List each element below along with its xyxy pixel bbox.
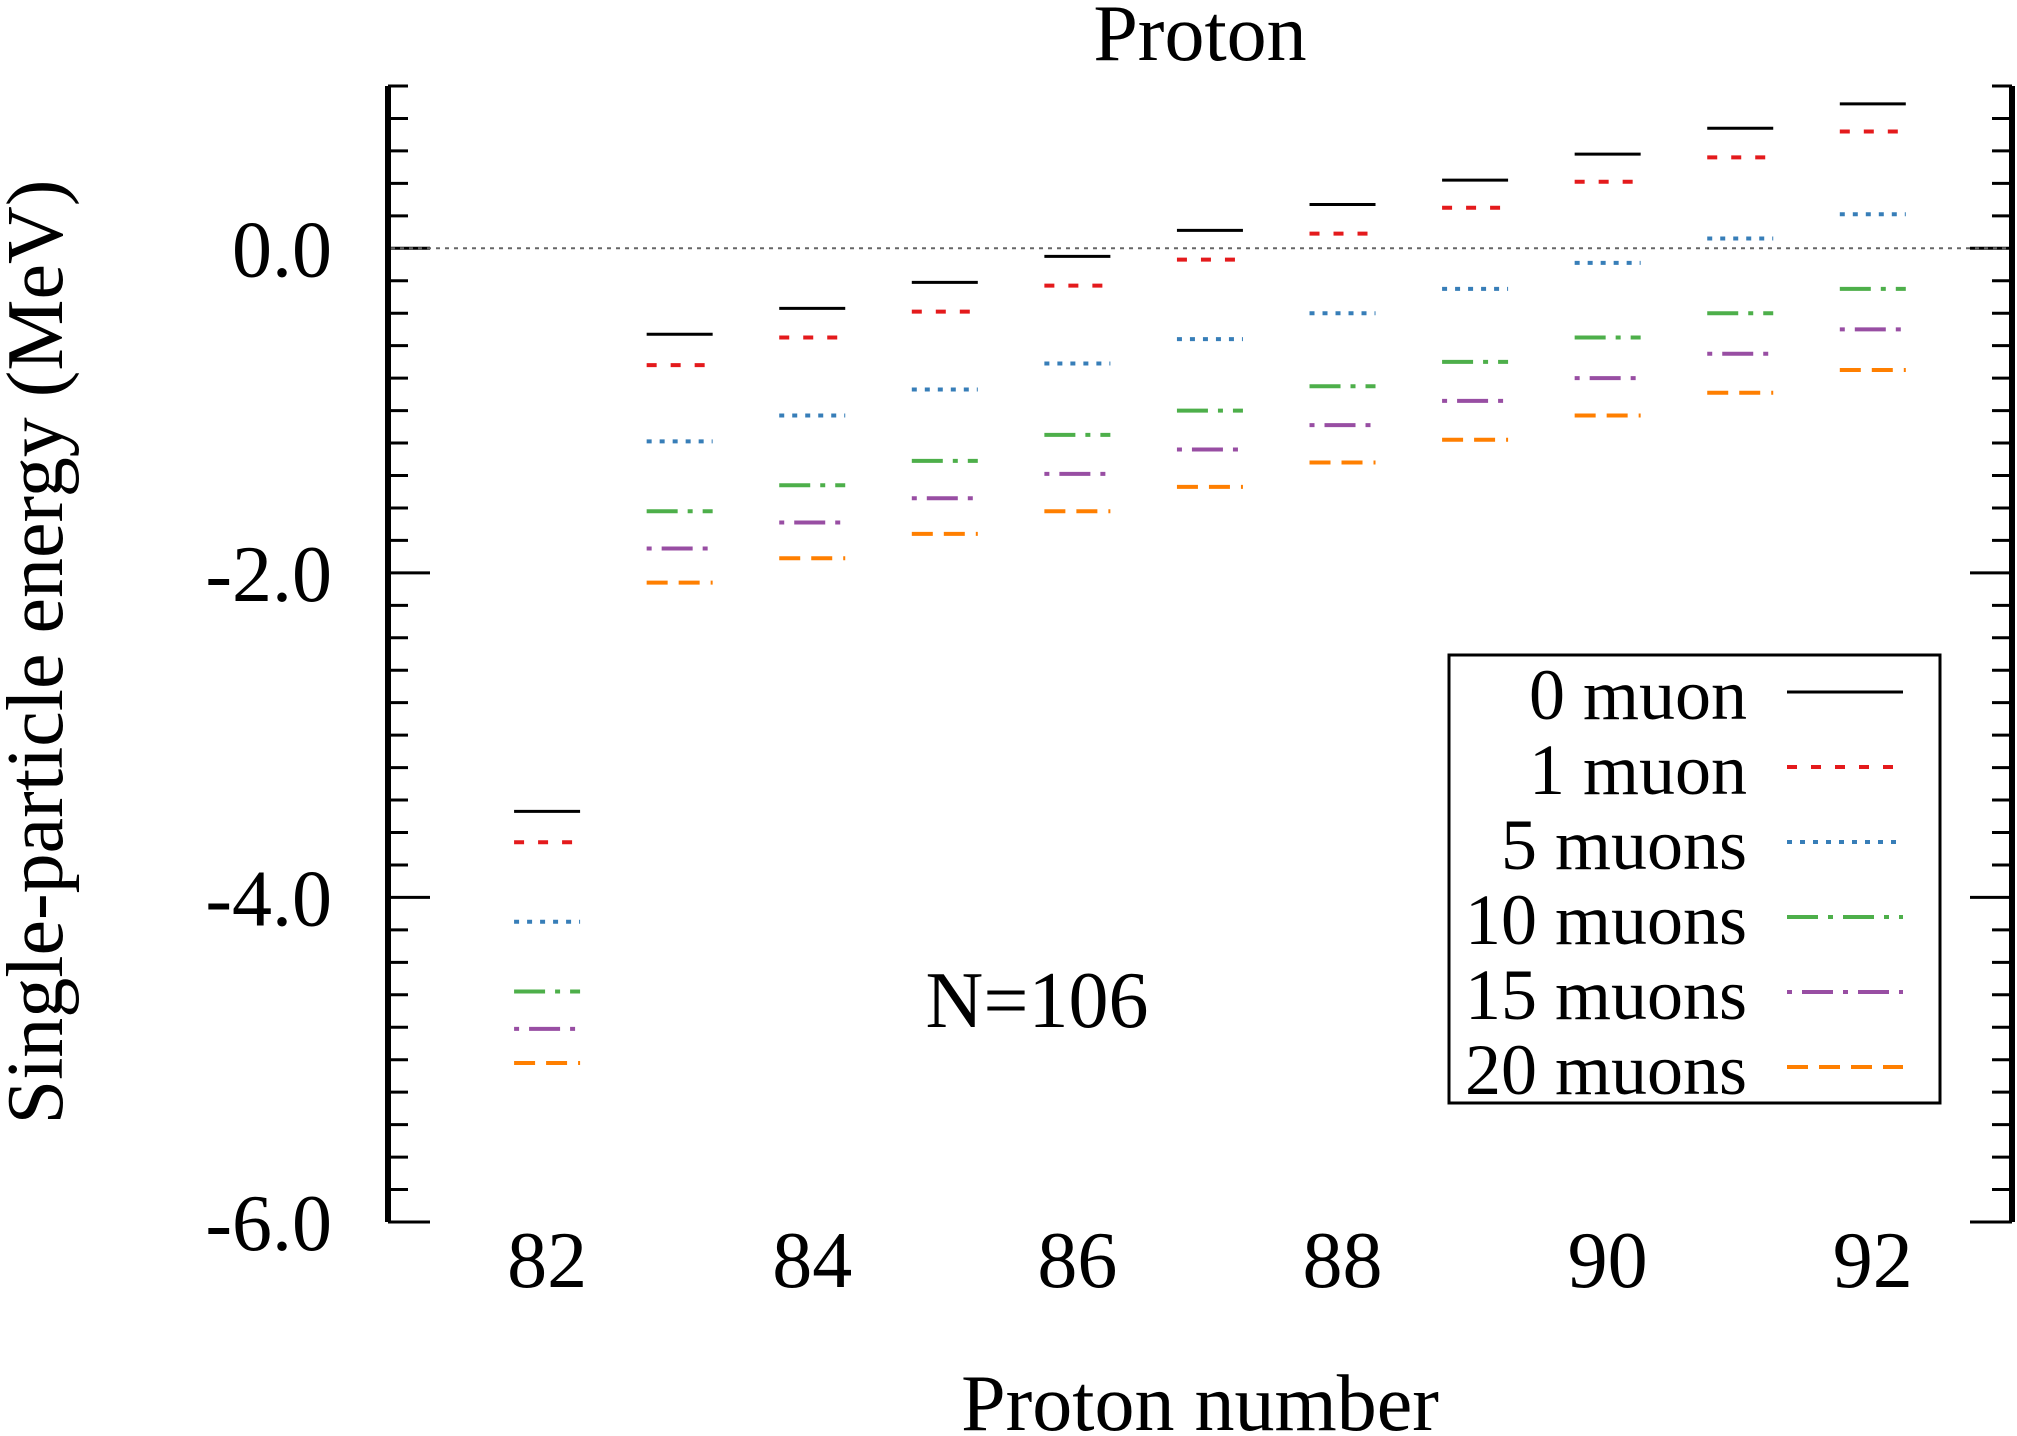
- x-tick-label: 90: [1568, 1217, 1648, 1305]
- series-1-muon: [514, 129, 1906, 845]
- legend-label: 20 muons: [1465, 1030, 1747, 1110]
- legend-label: 5 muons: [1501, 805, 1747, 885]
- chart-title: Proton: [1093, 0, 1306, 78]
- x-axis-label: Proton number: [961, 1360, 1439, 1436]
- legend-label: 0 muon: [1529, 655, 1747, 735]
- y-tick-label: -6.0: [205, 1180, 332, 1268]
- x-tick-label: 86: [1037, 1217, 1117, 1305]
- legend-label: 10 muons: [1465, 880, 1747, 960]
- annotation-neutron-number: N=106: [926, 957, 1149, 1045]
- legend-box: [1447, 653, 1942, 1105]
- y-tick-label: 0.0: [232, 206, 332, 294]
- series-10-muons: [514, 286, 1906, 994]
- y-tick-label: -2.0: [205, 531, 332, 619]
- x-tick-label: 88: [1303, 1217, 1383, 1305]
- series-15-muons: [514, 327, 1906, 1031]
- x-tick-label: 82: [507, 1217, 587, 1305]
- legend-label: 1 muon: [1529, 730, 1747, 810]
- series-20-muons: [514, 368, 1906, 1065]
- legend-label: 15 muons: [1465, 955, 1747, 1035]
- x-tick-label: 92: [1833, 1217, 1913, 1305]
- x-tick-labels: 82 84 86 88 90 92: [507, 1217, 1913, 1305]
- series-0-muon: [514, 102, 1906, 813]
- x-tick-label: 84: [772, 1217, 852, 1305]
- y-tick-label: -4.0: [205, 855, 332, 943]
- y-axis-label: Single-particle energy (MeV): [0, 180, 80, 1125]
- series-5-muons: [514, 212, 1906, 924]
- energy-levels: [514, 102, 1906, 1065]
- y-tick-labels: 0.0 -2.0 -4.0 -6.0: [205, 206, 332, 1268]
